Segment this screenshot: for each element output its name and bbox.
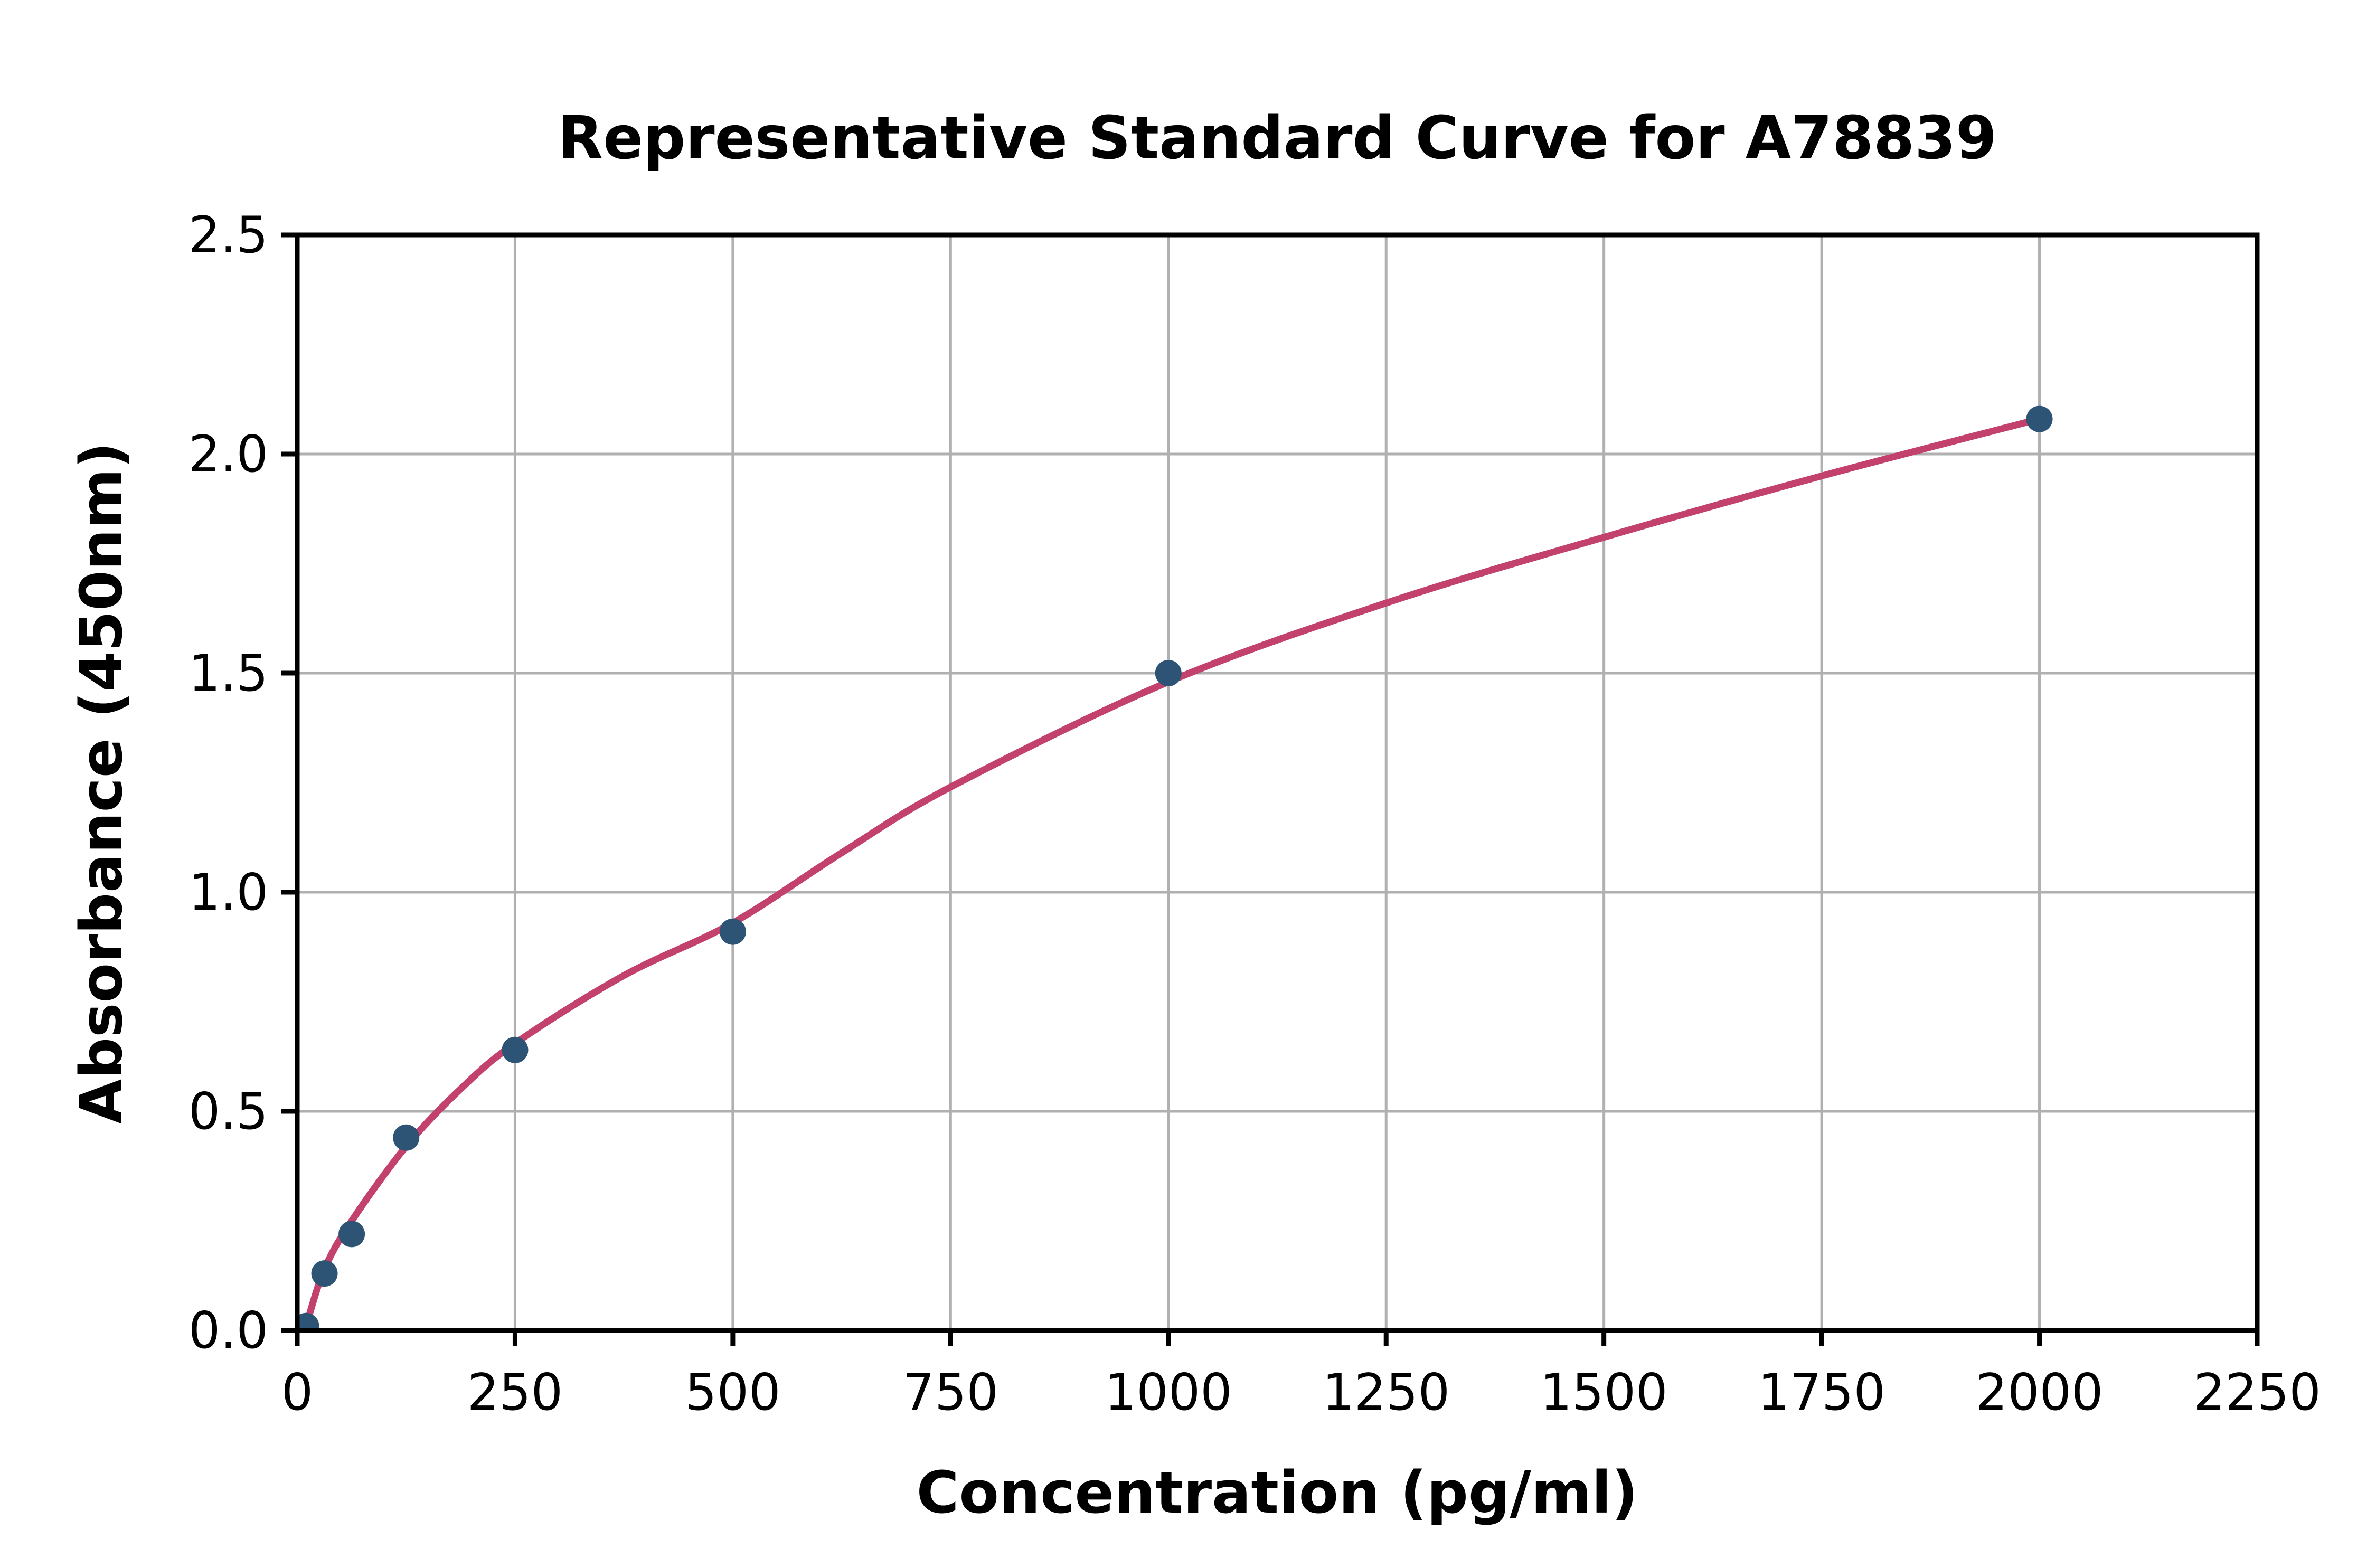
- y-axis-ticks: 0.0 0.5 1.0 1.5 2.0 2.5: [188, 206, 297, 1360]
- grid-layer: [296, 233, 2259, 1332]
- data-point: [297, 1312, 319, 1330]
- plot-border: [295, 232, 2260, 1333]
- x-tick-label: 1250: [1322, 1364, 1450, 1422]
- y-tick-label: 2.0: [188, 426, 268, 484]
- fit-curve-line: [302, 415, 2043, 1330]
- x-axis-label: Concentration (pg/ml): [917, 1459, 1638, 1526]
- data-point: [338, 1221, 365, 1248]
- data-point: [393, 1124, 420, 1151]
- data-point: [719, 918, 746, 945]
- y-tick-label: 0.5: [188, 1083, 268, 1141]
- y-tick-label: 0.0: [188, 1302, 268, 1360]
- x-tick-label: 0: [281, 1364, 313, 1422]
- x-tick-label: 250: [467, 1364, 563, 1422]
- y-tick-label: 2.5: [188, 206, 268, 265]
- y-axis-label: Absorbance (450nm): [68, 442, 135, 1124]
- x-tick-label: 500: [685, 1364, 780, 1422]
- x-tick-label: 2000: [1976, 1364, 2104, 1422]
- x-tick-label: 2250: [2193, 1364, 2321, 1422]
- x-tick-label: 750: [903, 1364, 998, 1422]
- x-tick-label: 1500: [1540, 1364, 1668, 1422]
- data-point: [1155, 660, 1182, 686]
- data-point: [311, 1260, 338, 1287]
- x-axis-ticks: 0 250 500 750 1000 1250 1500 1750 2000 2250: [281, 1330, 2321, 1422]
- data-point: [2026, 405, 2053, 432]
- x-tick-label: 1000: [1105, 1364, 1232, 1422]
- data-points: [297, 405, 2053, 1330]
- y-tick-label: 1.0: [188, 864, 268, 922]
- y-tick-label: 1.5: [188, 645, 268, 703]
- chart-title: Representative Standard Curve for A78839: [558, 104, 1997, 173]
- data-point: [502, 1036, 529, 1063]
- x-tick-label: 1750: [1758, 1364, 1885, 1422]
